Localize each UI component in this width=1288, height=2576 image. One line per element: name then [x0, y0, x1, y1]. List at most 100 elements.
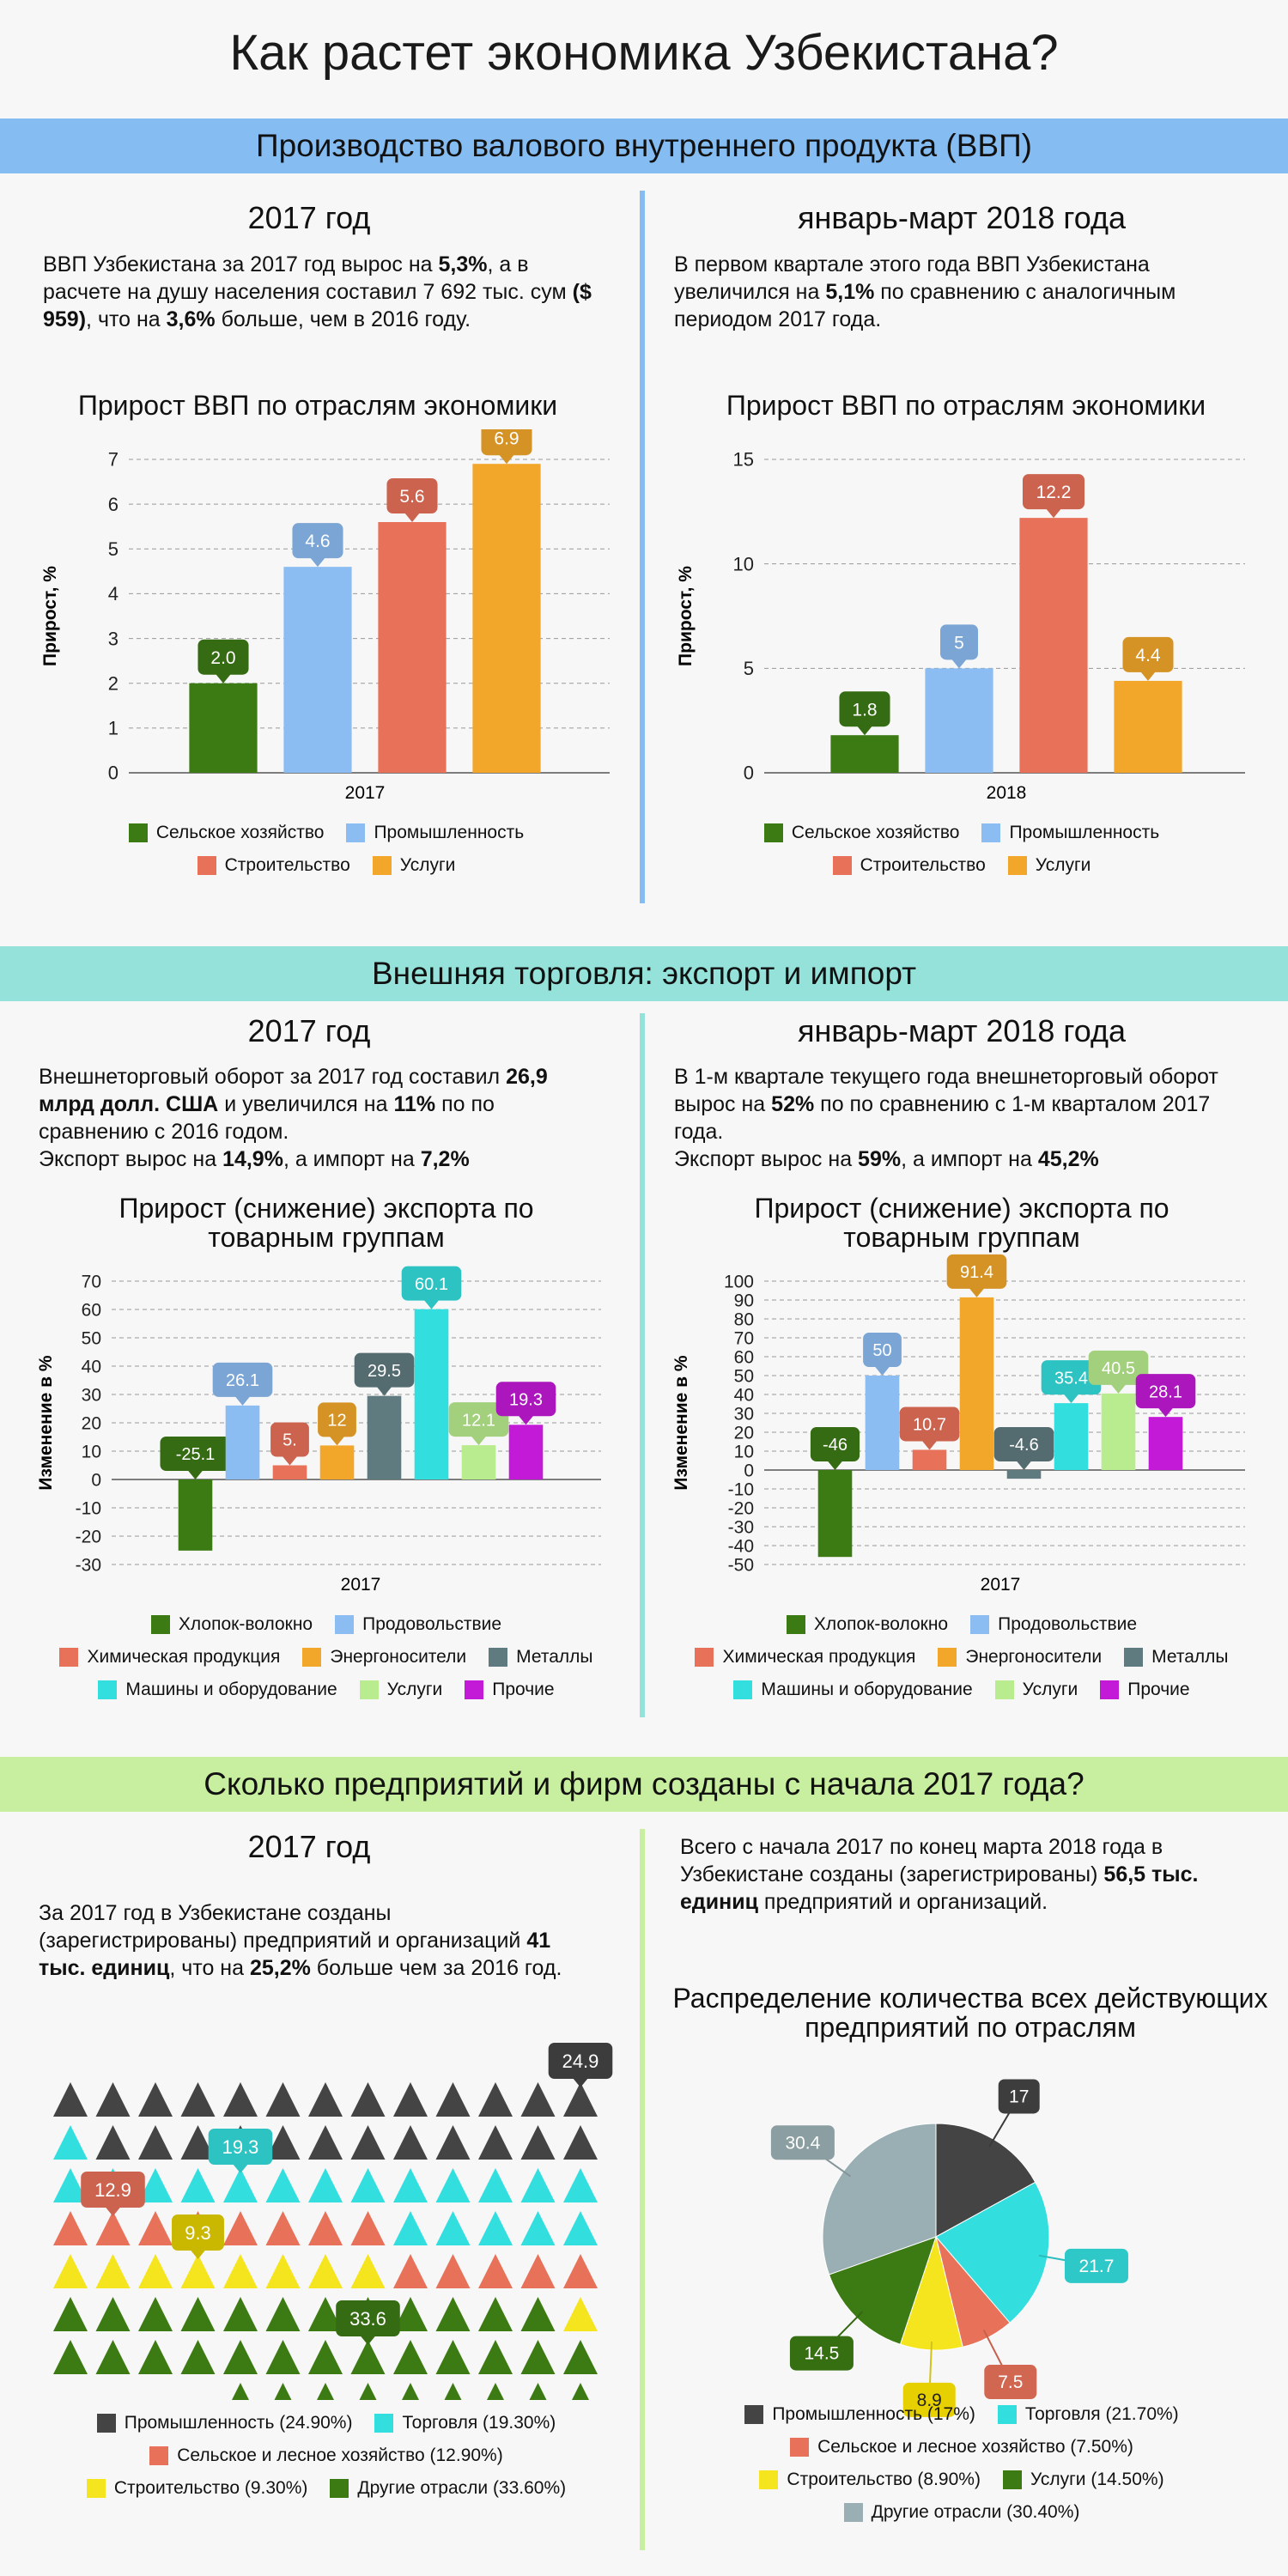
pictogram-triangle	[53, 2340, 88, 2374]
bar-1	[189, 683, 258, 773]
y-tick-label: 15	[733, 449, 754, 471]
bar-1	[178, 1479, 213, 1551]
legend-row: Машины и оборудование Услуги Прочие	[653, 1680, 1271, 1700]
y-axis-label: Изменение в %	[671, 1355, 691, 1490]
pictogram-triangle	[529, 2383, 547, 2400]
legend-label: Химическая продукция	[722, 1647, 916, 1667]
legend-item: Промышленность (24.90%)	[96, 2413, 352, 2433]
legend-swatch	[335, 1615, 355, 1634]
pictogram-triangle	[223, 2340, 258, 2374]
pictogram-callout-3-bubble	[81, 2172, 145, 2208]
pictogram-triangle	[350, 2082, 386, 2117]
pictogram-triangle	[350, 2211, 386, 2245]
x-tick-label: 2017	[981, 1575, 1021, 1595]
pictogram-triangle	[520, 2254, 556, 2288]
pictogram-callout-5-pointer	[360, 2336, 376, 2345]
legend-label: Услуги (14.50%)	[1030, 2470, 1164, 2489]
pictogram-triangle	[520, 2211, 556, 2245]
bar-6-bubble	[1041, 1360, 1102, 1395]
legend-swatch	[197, 856, 216, 875]
y-tick-label: -10	[76, 1498, 101, 1518]
bar-4-label: 91.4	[960, 1263, 993, 1282]
bar-4	[319, 1445, 355, 1479]
legend-swatch	[997, 2405, 1017, 2424]
legend-swatch	[372, 856, 392, 875]
x-tick-label: 2018	[987, 783, 1027, 803]
pictogram-triangle	[563, 2340, 598, 2374]
bar-8	[508, 1425, 544, 1479]
y-tick-label: -20	[76, 1527, 101, 1546]
legend-label: Прочие	[492, 1680, 555, 1699]
s1-right-legend: Сельское хозяйство Промышленность Строител…	[653, 823, 1271, 888]
s2-right-text: В 1-м квартале текущего года внешнеторго…	[674, 1065, 1218, 1171]
y-tick-label: 30	[82, 1385, 101, 1405]
bar-5-pointer	[376, 1386, 392, 1396]
bar-1	[830, 735, 899, 773]
legend-row: Химическая продукция Энергоносители Металл…	[17, 1647, 635, 1668]
y-axis-label: Прирост, %	[40, 566, 60, 666]
bar-6-pointer	[1063, 1394, 1079, 1404]
y-tick-label: 3	[108, 628, 118, 649]
pictogram-triangle	[180, 2297, 216, 2331]
pictogram-triangle	[95, 2254, 131, 2288]
bar-5-label: 29.5	[368, 1362, 401, 1381]
legend-swatch	[465, 1680, 484, 1699]
legend-swatch	[150, 1615, 170, 1634]
legend-item: Промышленность	[346, 823, 524, 843]
pictogram-triangle	[53, 2125, 88, 2160]
y-tick-label: 50	[734, 1366, 754, 1386]
legend-swatch	[695, 1648, 714, 1667]
y-tick-label: -20	[728, 1498, 754, 1518]
y-tick-label: 2	[108, 672, 118, 694]
pictogram-triangle	[487, 2383, 504, 2400]
s2-right-legend: Хлопок-волокно Продовольствие Химическая п…	[653, 1614, 1271, 1712]
pictogram-triangle	[350, 2254, 386, 2288]
legend-row: Другие отрасли (30.40%)	[653, 2502, 1271, 2523]
y-tick-label: 0	[91, 1470, 101, 1490]
y-tick-label: 70	[734, 1328, 754, 1348]
bar-4	[959, 1297, 994, 1470]
pie-label-6: 30.4	[785, 2133, 820, 2153]
y-tick-label: 40	[734, 1385, 754, 1405]
bar-5	[367, 1395, 402, 1479]
legend-row: Строительство (8.90%) Услуги (14.50%)	[653, 2470, 1271, 2490]
legend-label: Строительство (9.30%)	[113, 2478, 308, 2498]
legend-label: Торговля (21.70%)	[1024, 2404, 1179, 2424]
legend-swatch	[733, 1680, 753, 1699]
bar-6	[1054, 1403, 1089, 1470]
legend-item: Машины и оборудование	[98, 1680, 337, 1700]
legend-item: Прочие	[1100, 1680, 1190, 1700]
pictogram-triangle	[393, 2340, 428, 2374]
s3-right-chart-title: Распределение количества всех действующи…	[672, 1983, 1268, 2043]
bar-8-label: 28.1	[1149, 1382, 1182, 1401]
bar-4	[472, 464, 541, 773]
pictogram-callout-2-bubble	[208, 2129, 273, 2165]
pie-label-1: 17	[1009, 2087, 1029, 2106]
bar-2-pointer	[310, 557, 325, 568]
pictogram-triangle	[520, 2297, 556, 2331]
bar-2	[283, 567, 352, 773]
pictogram-triangle	[95, 2340, 131, 2374]
legend-swatch	[98, 1680, 118, 1699]
y-tick-label: 7	[108, 449, 118, 471]
pictogram-callout-3-pointer	[105, 2207, 121, 2216]
s1-left-text: ВВП Узбекистана за 2017 год вырос на 5,3…	[43, 252, 592, 331]
bar-4-pointer	[1140, 671, 1156, 681]
bar-7	[461, 1445, 496, 1479]
bar-8-bubble	[495, 1382, 556, 1417]
pictogram-triangle	[563, 2082, 598, 2117]
pictogram-triangle	[53, 2168, 88, 2202]
pictogram-triangle	[435, 2297, 471, 2331]
y-tick-label: 5	[744, 658, 754, 679]
s3-left-legend: Промышленность (24.90%) Торговля (19.30%)…	[17, 2413, 635, 2511]
bar-3-label: 5.	[283, 1431, 297, 1450]
pictogram-triangle	[435, 2340, 471, 2374]
legend-item: Хлопок-волокно	[150, 1614, 313, 1635]
bar-1-pointer	[187, 1470, 204, 1479]
bar-2-label: 26.1	[226, 1371, 259, 1390]
y-tick-label: -30	[728, 1517, 754, 1537]
s3-right-legend: Промышленность (17%) Торговля (21.70%) Сел…	[653, 2404, 1271, 2535]
pictogram-triangle	[95, 2211, 131, 2245]
bar-5-bubble	[993, 1427, 1054, 1461]
pictogram-triangle	[444, 2383, 462, 2400]
